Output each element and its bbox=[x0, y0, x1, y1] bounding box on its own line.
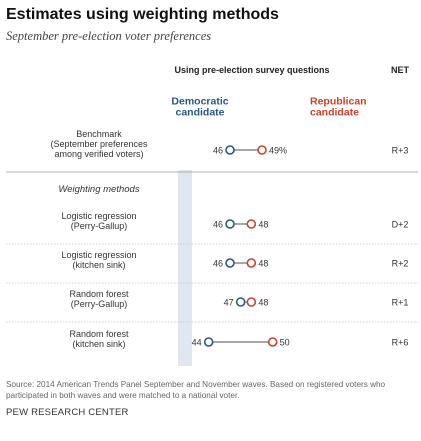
net-value: R+6 bbox=[392, 338, 409, 348]
section-label: Weighting methods bbox=[58, 184, 139, 195]
shaded-band bbox=[178, 170, 192, 366]
dot-democratic bbox=[203, 337, 214, 347]
value-label-democratic: 44 bbox=[192, 338, 202, 348]
value-label-democratic: 47 bbox=[224, 298, 234, 308]
row-label: Logistic regression (Perry-Gallup) bbox=[61, 211, 136, 231]
net-value: R+1 bbox=[392, 298, 409, 308]
net-value: R+3 bbox=[392, 146, 409, 156]
value-label-republican: 48 bbox=[258, 220, 268, 230]
value-label-republican: 48 bbox=[258, 259, 268, 269]
dot-democratic bbox=[235, 297, 246, 307]
value-label-democratic: 46 bbox=[213, 259, 223, 269]
dot-republican bbox=[246, 297, 257, 307]
legend-democratic: Democratic candidate bbox=[171, 96, 228, 119]
source-note: Source: 2014 American Trends Panel Septe… bbox=[6, 380, 386, 400]
value-label-republican: 48 bbox=[258, 298, 268, 308]
dot-republican bbox=[267, 337, 278, 347]
value-label-republican: 49% bbox=[269, 146, 287, 156]
chart-subtitle: September pre-election voter preferences bbox=[6, 29, 212, 43]
dot-democratic bbox=[225, 219, 235, 229]
net-value: R+2 bbox=[392, 259, 409, 269]
value-label-democratic: 46 bbox=[213, 220, 223, 230]
net-header: NET bbox=[391, 65, 410, 75]
value-label-republican: 50 bbox=[280, 338, 290, 348]
row-label: Logistic regression (kitchen sink) bbox=[61, 250, 136, 270]
dot-republican bbox=[246, 258, 257, 268]
value-label-democratic: 46 bbox=[213, 146, 223, 156]
column-header: Using pre-election survey questions bbox=[174, 65, 329, 75]
row-label: Random forest (kitchen sink) bbox=[69, 329, 129, 349]
dot-democratic bbox=[225, 258, 235, 268]
dot-democratic bbox=[225, 145, 235, 155]
dot-republican bbox=[257, 145, 267, 155]
dot-plot: Using pre-election survey questions NET De… bbox=[6, 65, 418, 366]
row-label: Benchmark (September preferences among ver… bbox=[50, 129, 148, 159]
credit-line: PEW RESEARCH CENTER bbox=[6, 407, 129, 418]
legend-republican: Republican candidate bbox=[310, 96, 367, 119]
chart-title: Estimates using weighting methods bbox=[6, 6, 279, 23]
net-value: D+2 bbox=[392, 220, 409, 230]
row-label: Random forest (Perry-Gallup) bbox=[69, 289, 129, 309]
dot-republican bbox=[246, 219, 257, 229]
